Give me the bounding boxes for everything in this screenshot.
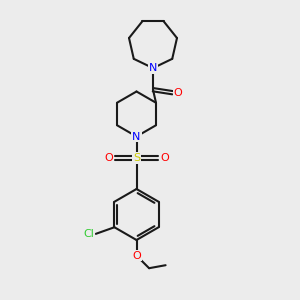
- Text: N: N: [132, 131, 141, 142]
- Text: Cl: Cl: [83, 229, 94, 239]
- Text: O: O: [173, 88, 182, 98]
- Text: O: O: [104, 153, 113, 163]
- Text: S: S: [133, 153, 140, 163]
- Text: O: O: [132, 250, 141, 261]
- Text: N: N: [149, 63, 157, 73]
- Text: O: O: [160, 153, 169, 163]
